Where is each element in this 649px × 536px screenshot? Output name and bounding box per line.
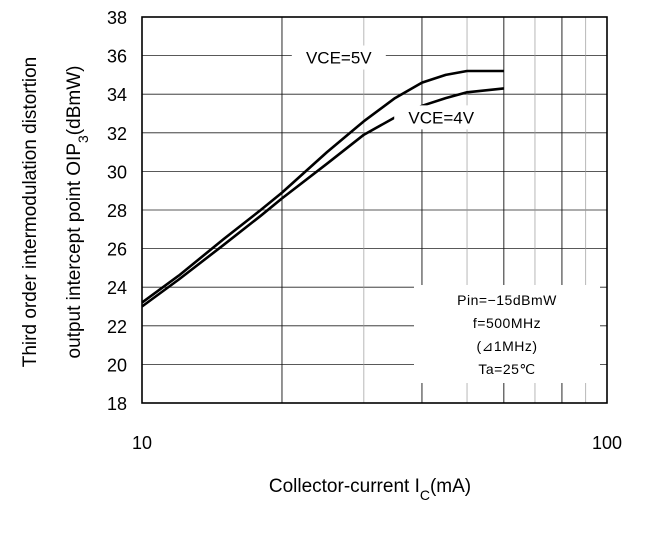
y-tick-label: 20 <box>107 355 127 375</box>
series-lines <box>141 69 504 308</box>
y-tick-label: 38 <box>107 8 127 28</box>
series-label-vce-5v: VCE=5V <box>306 49 372 68</box>
y-tick-label: 32 <box>107 124 127 144</box>
conditions-box-bg <box>414 285 600 383</box>
y-axis-title-line2-sub: 3 <box>75 135 91 143</box>
condition-line: (⊿1MHz) <box>476 338 537 354</box>
series-label-vce-4v: VCE=4V <box>408 108 474 127</box>
condition-line: Pin=−15dBmW <box>457 292 557 308</box>
series-line-vce-4v <box>141 87 504 308</box>
y-axis-title-line2-unit: (dBmW) <box>64 66 85 136</box>
x-axis-title: Collector-current IC(mA) <box>269 476 471 503</box>
y-tick-label: 36 <box>107 47 127 67</box>
y-tick-labels: 18 20 22 24 26 28 30 32 34 36 38 <box>107 8 127 414</box>
y-tick-label: 22 <box>107 317 127 337</box>
y-axis-title-line1: Third order intermodulation distortion <box>20 57 41 368</box>
y-axis-title-line1-text: Third order intermodulation distortion <box>20 57 41 368</box>
series-label-bg <box>394 105 489 130</box>
condition-line: f=500MHz <box>473 315 541 331</box>
y-axis-title-line2-text: output intercept point OIP <box>64 143 85 358</box>
x-tick-label: 10 <box>132 433 152 453</box>
series-line-vce-5v <box>141 69 504 304</box>
series-labels: VCE=5V VCE=4V <box>291 45 489 130</box>
x-axis-title-unit: (mA) <box>430 476 471 497</box>
y-tick-label: 28 <box>107 201 127 221</box>
y-axis-title-line2: output intercept point OIP3(dBmW) <box>64 66 91 359</box>
y-tick-label: 30 <box>107 162 127 182</box>
y-tick-label: 18 <box>107 394 127 414</box>
y-tick-label: 26 <box>107 240 127 260</box>
y-tick-label: 24 <box>107 278 127 298</box>
y-tick-label: 34 <box>107 85 127 105</box>
x-axis-title-main: Collector-current I <box>269 476 420 497</box>
x-tick-labels: 10 100 <box>132 433 622 453</box>
x-tick-label: 100 <box>592 433 622 453</box>
plot-frame <box>141 16 608 404</box>
condition-line: Ta=25℃ <box>478 361 535 377</box>
x-axis-title-sub: C <box>420 487 430 503</box>
conditions-box: Pin=−15dBmW f=500MHz (⊿1MHz) Ta=25℃ <box>414 285 600 383</box>
series-label-bg <box>291 45 386 70</box>
